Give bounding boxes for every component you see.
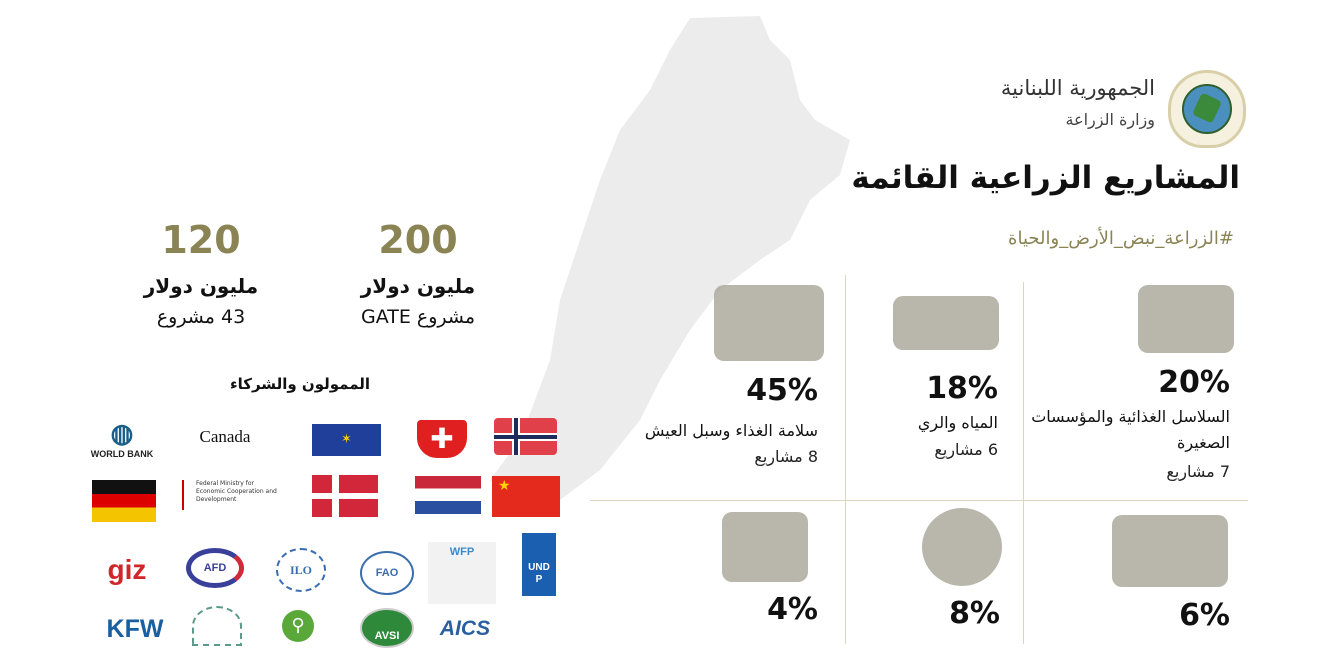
grid-divider bbox=[845, 275, 846, 644]
funding-note: 43 مشروع bbox=[156, 306, 246, 328]
funding-unit: مليون دولار bbox=[360, 274, 476, 298]
funding-amount: 120 bbox=[161, 218, 241, 262]
denmark-flag bbox=[312, 475, 378, 517]
ministry-seal-logo bbox=[1168, 70, 1246, 148]
aics-logo: AICS bbox=[439, 617, 491, 640]
sector-percent: 45% bbox=[746, 373, 818, 408]
netherlands-flag bbox=[415, 476, 481, 514]
sector-percent: 6% bbox=[1179, 598, 1230, 633]
ilo-logo: ILO bbox=[276, 548, 326, 592]
sector-count: 7 مشاريع bbox=[1166, 462, 1230, 481]
livestock-icon bbox=[1112, 515, 1228, 587]
sector-percent: 4% bbox=[767, 592, 818, 627]
oxfam-logo: ⚲ bbox=[282, 610, 314, 642]
germany-flag bbox=[92, 480, 156, 522]
partner-emblem-logo bbox=[192, 606, 242, 646]
grid-divider bbox=[1023, 282, 1024, 644]
page-title: المشاريع الزراعية القائمة bbox=[851, 160, 1240, 196]
canada-logo: Canada bbox=[199, 427, 251, 446]
sector-label: المياه والري bbox=[917, 413, 998, 432]
grid-divider bbox=[590, 500, 1248, 501]
funding-note: مشروع GATE bbox=[360, 306, 476, 328]
world-bank-logo: ◍ WORLD BANK bbox=[90, 417, 154, 459]
afd-logo: AFD bbox=[186, 548, 244, 588]
funding-amount: 200 bbox=[378, 218, 458, 262]
sector-count: 6 مشاريع bbox=[934, 440, 998, 459]
giz-logo: giz bbox=[107, 554, 147, 585]
irrigation-icon bbox=[893, 296, 999, 350]
partners-heading: الممولون والشركاء bbox=[229, 375, 371, 393]
wfp-logo: WFP bbox=[428, 542, 496, 604]
plant-hands-icon bbox=[922, 508, 1002, 586]
sector-label: السلاسل الغذائية والمؤسسات الصغيرة bbox=[1031, 407, 1230, 452]
sector-percent: 20% bbox=[1158, 365, 1230, 400]
farm-tractor-icon bbox=[714, 285, 824, 361]
ministry-name: وزارة الزراعة bbox=[1065, 110, 1155, 129]
eu-flag: ✶ bbox=[312, 424, 381, 456]
kfw-logo: KFW bbox=[106, 614, 164, 643]
avsi-logo: AVSI bbox=[360, 608, 414, 648]
funding-unit: مليون دولار bbox=[143, 274, 259, 298]
sector-percent: 18% bbox=[926, 371, 998, 406]
republic-name: الجمهورية اللبنانية bbox=[1000, 76, 1155, 100]
bmz-logo: Federal Ministry for Economic Cooperatio… bbox=[182, 480, 282, 510]
sector-label: سلامة الغذاء وسبل العيش bbox=[644, 421, 818, 440]
handshake-checklist-icon bbox=[722, 512, 808, 582]
hashtag: #الزراعة_نبض_الأرض_والحياة bbox=[1008, 228, 1234, 249]
switzerland-flag: ✚ bbox=[417, 420, 467, 458]
sector-count: 8 مشاريع bbox=[754, 447, 818, 466]
norway-flag bbox=[494, 418, 557, 455]
sector-percent: 8% bbox=[949, 596, 1000, 631]
fao-logo: FAO bbox=[360, 551, 414, 595]
undp-logo: UNDP bbox=[522, 533, 556, 596]
china-flag: ★ bbox=[492, 476, 560, 517]
vegetable-basket-icon bbox=[1138, 285, 1234, 353]
